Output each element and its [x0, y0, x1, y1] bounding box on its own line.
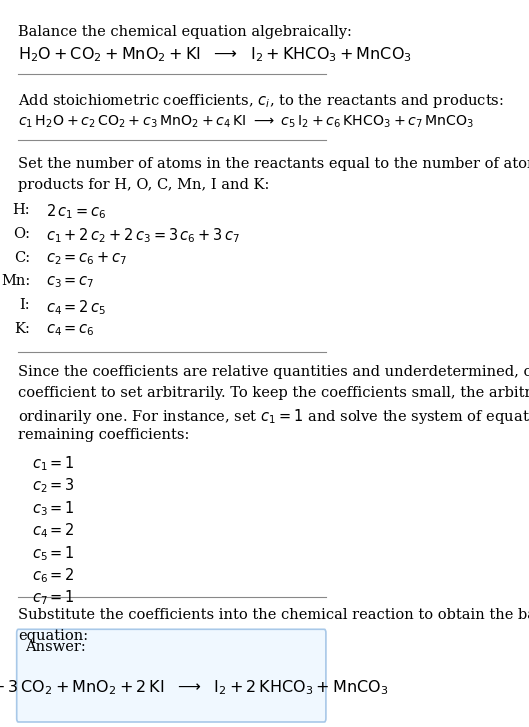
Text: Since the coefficients are relative quantities and underdetermined, choose a: Since the coefficients are relative quan…: [19, 365, 529, 379]
Text: ordinarily one. For instance, set $c_1 = 1$ and solve the system of equations fo: ordinarily one. For instance, set $c_1 =…: [19, 407, 529, 426]
Text: Substitute the coefficients into the chemical reaction to obtain the balanced: Substitute the coefficients into the che…: [19, 608, 529, 622]
Text: Set the number of atoms in the reactants equal to the number of atoms in the: Set the number of atoms in the reactants…: [19, 157, 529, 171]
Text: K:: K:: [14, 322, 30, 336]
Text: $c_4 = 2\,c_5$: $c_4 = 2\,c_5$: [46, 298, 106, 317]
Text: H:: H:: [13, 203, 30, 217]
Text: $c_3 = c_7$: $c_3 = c_7$: [46, 274, 95, 290]
Text: Balance the chemical equation algebraically:: Balance the chemical equation algebraica…: [19, 25, 352, 39]
Text: $c_5 = 1$: $c_5 = 1$: [32, 544, 75, 563]
Text: $c_4 = 2$: $c_4 = 2$: [32, 521, 75, 540]
Text: $c_1\,\mathrm{H_2O} + c_2\,\mathrm{CO_2} + c_3\,\mathrm{MnO_2} + c_4\,\mathrm{KI: $c_1\,\mathrm{H_2O} + c_2\,\mathrm{CO_2}…: [19, 113, 475, 130]
Text: equation:: equation:: [19, 629, 88, 643]
Text: Mn:: Mn:: [1, 274, 30, 289]
Text: $c_1 + 2\,c_2 + 2\,c_3 = 3\,c_6 + 3\,c_7$: $c_1 + 2\,c_2 + 2\,c_3 = 3\,c_6 + 3\,c_7…: [46, 227, 240, 245]
Text: I:: I:: [20, 298, 30, 313]
Text: $c_3 = 1$: $c_3 = 1$: [32, 499, 75, 518]
Text: Add stoichiometric coefficients, $c_i$, to the reactants and products:: Add stoichiometric coefficients, $c_i$, …: [19, 92, 504, 110]
Text: $c_4 = c_6$: $c_4 = c_6$: [46, 322, 95, 338]
Text: Answer:: Answer:: [25, 640, 86, 654]
Text: $2\,c_1 = c_6$: $2\,c_1 = c_6$: [46, 203, 106, 222]
Text: $c_2 = 3$: $c_2 = 3$: [32, 476, 75, 495]
Text: $\mathrm{H_2O + CO_2 + MnO_2 + KI\ \ \longrightarrow\ \ I_2 + KHCO_3 + MnCO_3}$: $\mathrm{H_2O + CO_2 + MnO_2 + KI\ \ \lo…: [19, 45, 412, 63]
Text: products for H, O, C, Mn, I and K:: products for H, O, C, Mn, I and K:: [19, 178, 270, 192]
Text: C:: C:: [14, 251, 30, 265]
Text: $\mathrm{H_2O + 3\,CO_2 + MnO_2 + 2\,KI\ \ \longrightarrow\ \ I_2 + 2\,KHCO_3 + : $\mathrm{H_2O + 3\,CO_2 + MnO_2 + 2\,KI\…: [0, 678, 388, 697]
Text: O:: O:: [13, 227, 30, 241]
FancyBboxPatch shape: [17, 630, 326, 722]
Text: $c_7 = 1$: $c_7 = 1$: [32, 589, 75, 608]
Text: $c_1 = 1$: $c_1 = 1$: [32, 454, 75, 473]
Text: $c_6 = 2$: $c_6 = 2$: [32, 566, 75, 585]
Text: coefficient to set arbitrarily. To keep the coefficients small, the arbitrary va: coefficient to set arbitrarily. To keep …: [19, 386, 529, 400]
Text: $c_2 = c_6 + c_7$: $c_2 = c_6 + c_7$: [46, 251, 127, 268]
Text: remaining coefficients:: remaining coefficients:: [19, 428, 190, 442]
